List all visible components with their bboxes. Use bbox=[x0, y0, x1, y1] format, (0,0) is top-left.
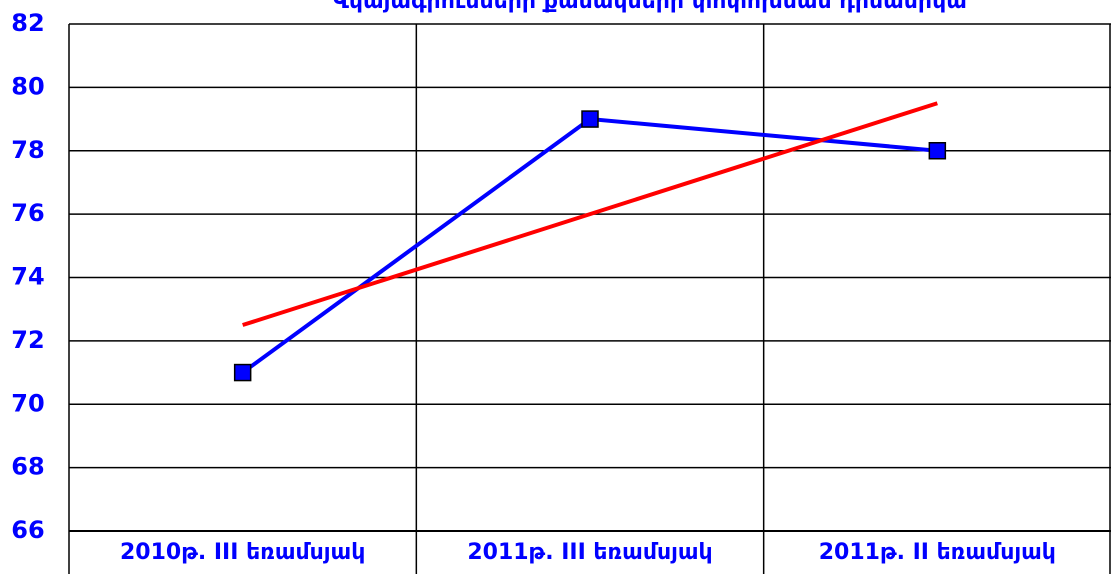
point-marker bbox=[928, 142, 947, 160]
y-tick-label: 76 bbox=[11, 199, 44, 227]
x-tick-label: 2011թ. III եռամսյակ bbox=[467, 540, 712, 565]
y-tick-label: 66 bbox=[11, 516, 44, 544]
point-marker bbox=[233, 363, 252, 382]
y-tick-label: 72 bbox=[11, 326, 44, 354]
series-line bbox=[242, 101, 938, 327]
y-tick-label: 82 bbox=[11, 9, 44, 37]
chart-title: Վկայագրումների քանակների փոփոխման դինամի… bbox=[333, 0, 967, 14]
y-tick-label: 70 bbox=[11, 389, 44, 417]
x-tick-label: 2010թ. III եռամսյակ bbox=[120, 540, 365, 565]
y-tick-label: 74 bbox=[11, 263, 44, 291]
y-tick-label: 68 bbox=[11, 453, 44, 481]
x-tick-label: 2011թ. II եռամսյակ bbox=[819, 540, 1056, 565]
series-line bbox=[241, 117, 938, 375]
point-marker bbox=[581, 110, 599, 128]
y-tick-label: 80 bbox=[11, 72, 44, 100]
y-tick-label: 78 bbox=[11, 136, 44, 164]
